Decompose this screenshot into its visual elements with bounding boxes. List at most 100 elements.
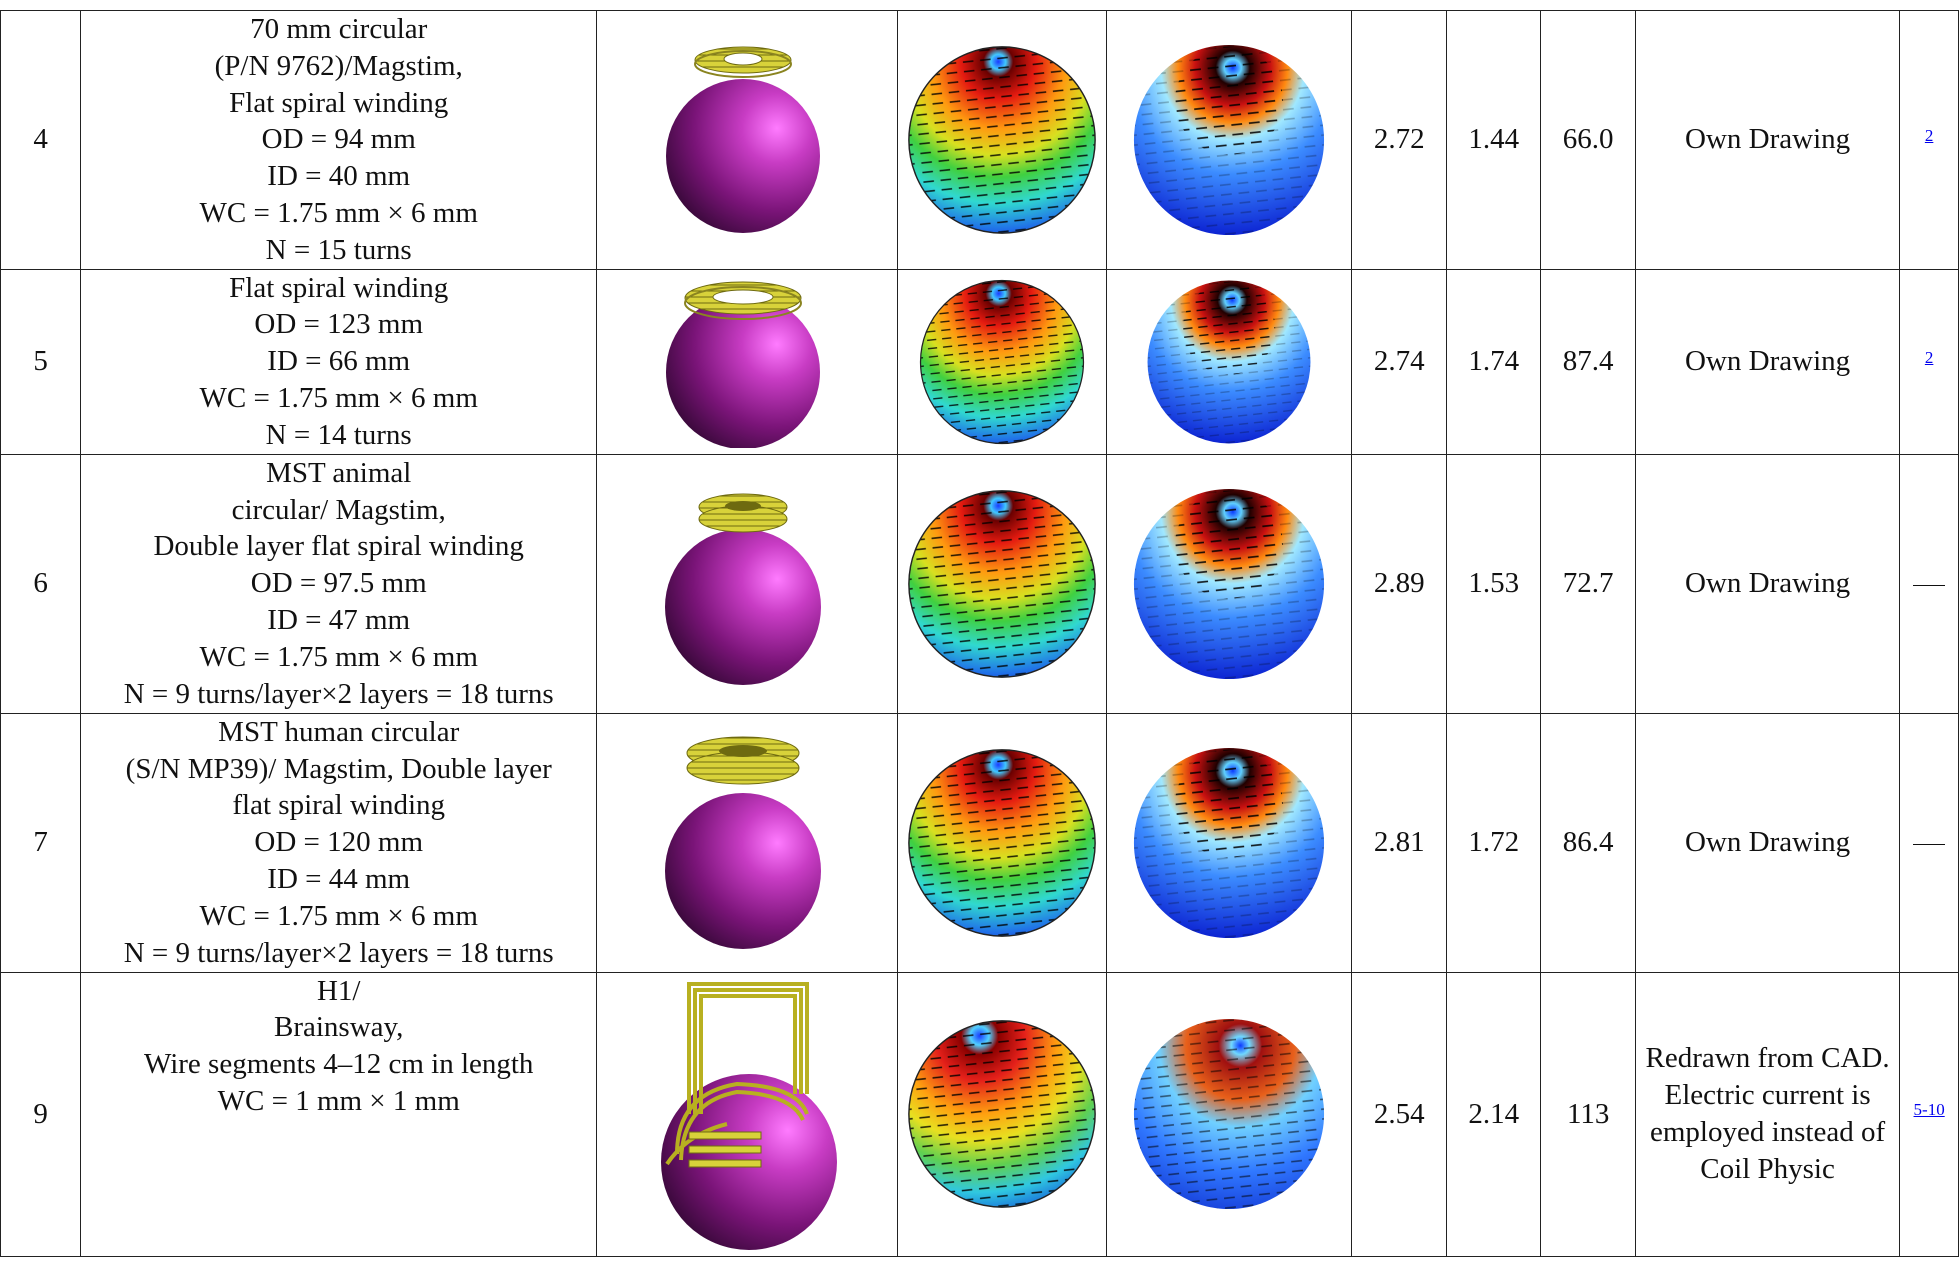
description-line: WC = 1.75 mm × 6 mm <box>199 381 478 414</box>
value-cell: 2.54 <box>1351 971 1447 1257</box>
electric-field-image <box>897 268 1108 455</box>
electric-field-image <box>897 712 1108 973</box>
coil-geometry-image <box>596 268 899 455</box>
table-row: 6 MST animal circular/ Magstim, Double l… <box>0 453 1959 714</box>
efield-rainbow-sphere <box>906 1018 1098 1210</box>
source-text: Own Drawing <box>1685 826 1851 859</box>
reference-link[interactable]: 2 <box>1924 347 1934 367</box>
value-cell: 1.74 <box>1445 268 1542 455</box>
coil-number: 9 <box>0 971 82 1257</box>
description-line: ID = 66 mm <box>267 345 411 378</box>
description-line: OD = 120 mm <box>254 826 424 859</box>
electric-field-image <box>897 971 1108 1257</box>
coil-description: MST animal circular/ Magstim, Double lay… <box>80 453 598 714</box>
value-cell: 86.4 <box>1540 712 1636 973</box>
source-cell: Own Drawing <box>1634 268 1901 455</box>
source-text: Redrawn from CAD. Electric current is em… <box>1645 1042 1890 1185</box>
source-cell: Own Drawing <box>1634 10 1901 270</box>
table-row: 4 70 mm circular (P/N 9762)/Magstim, Fla… <box>0 10 1959 270</box>
coil-on-sphere-figure <box>661 982 838 1251</box>
value-cell: 66.0 <box>1540 10 1636 270</box>
value-cell: 1.72 <box>1445 712 1542 973</box>
value-cell: 2.72 <box>1351 10 1447 270</box>
description-line: N = 9 turns/layer×2 layers = 18 turns <box>123 677 554 710</box>
coil-geometry-image <box>596 453 899 714</box>
coil-geometry-image <box>596 712 899 973</box>
description-line: WC = 1.75 mm × 6 mm <box>199 899 478 932</box>
value-cell: 1.53 <box>1445 453 1542 714</box>
description-line: ID = 47 mm <box>267 603 411 636</box>
description-line: flat spiral winding <box>232 789 446 822</box>
value-cell: 87.4 <box>1540 268 1636 455</box>
description-line: WC = 1.75 mm × 6 mm <box>199 640 478 673</box>
value-cell: 2.81 <box>1351 712 1447 973</box>
electric-field-image <box>897 453 1108 714</box>
description-line: MST human circular <box>218 715 460 748</box>
reference-link[interactable]: 2 <box>1924 126 1934 146</box>
coil-geometry-image <box>596 10 899 270</box>
efield-hot-sphere <box>1131 42 1327 238</box>
description-line: ID = 44 mm <box>267 862 411 895</box>
source-cell: Own Drawing <box>1634 712 1901 973</box>
value-cell: 72.7 <box>1540 453 1636 714</box>
table-row: 9 H1/ Brainsway, Wire segments 4–12 cm i… <box>0 971 1959 1257</box>
efield-rainbow-sphere <box>906 488 1098 680</box>
value-cell: 2.14 <box>1445 971 1542 1257</box>
reference-link[interactable]: 5-10 <box>1913 1100 1945 1120</box>
description-line: MST animal <box>266 456 412 489</box>
coil-description: MST human circular (S/N MP39)/ Magstim, … <box>80 712 598 973</box>
coil-number: 5 <box>0 268 82 455</box>
reference-cell: 2 <box>1899 268 1959 455</box>
efield-hot-sphere <box>1131 278 1327 446</box>
source-cell: Redrawn from CAD. Electric current is em… <box>1634 971 1901 1257</box>
description-line: OD = 123 mm <box>254 308 424 341</box>
electric-field-image <box>1106 712 1353 973</box>
efield-hot-sphere <box>1131 486 1327 682</box>
description-line: (P/N 9762)/Magstim, <box>214 49 463 82</box>
coil-description: 70 mm circular (P/N 9762)/Magstim, Flat … <box>80 10 598 270</box>
electric-field-image <box>1106 971 1353 1257</box>
reference-cell <box>1899 453 1959 714</box>
description-line: Brainsway, <box>274 1011 404 1044</box>
description-line: N = 14 turns <box>265 418 412 451</box>
description-line: WC = 1.75 mm × 6 mm <box>199 196 478 229</box>
description-line: WC = 1 mm × 1 mm <box>217 1084 460 1117</box>
description-line: ID = 40 mm <box>267 160 411 193</box>
coil-table: 4 70 mm circular (P/N 9762)/Magstim, Fla… <box>0 10 1959 1257</box>
electric-field-image <box>1106 10 1353 270</box>
efield-hot-sphere <box>1131 1016 1327 1212</box>
value-cell: 113 <box>1540 971 1636 1257</box>
electric-field-image <box>897 10 1108 270</box>
no-reference-dash <box>1913 843 1946 846</box>
source-text: Own Drawing <box>1685 345 1851 378</box>
value-cell: 1.44 <box>1445 10 1542 270</box>
description-line: 70 mm circular <box>250 13 428 45</box>
table-row: 7 MST human circular (S/N MP39)/ Magstim… <box>0 712 1959 973</box>
efield-rainbow-sphere <box>906 278 1098 446</box>
coil-on-sphere-figure <box>665 493 822 685</box>
reference-cell: 2 <box>1899 10 1959 270</box>
coil-number: 7 <box>0 712 82 973</box>
coil-on-sphere-figure <box>666 46 821 233</box>
description-line: circular/ Magstim, <box>231 493 446 526</box>
coil-number: 6 <box>0 453 82 714</box>
coil-number: 4 <box>0 10 82 270</box>
efield-rainbow-sphere <box>906 747 1098 939</box>
electric-field-image <box>1106 268 1353 455</box>
source-cell: Own Drawing <box>1634 453 1901 714</box>
coil-description: H1/ Brainsway, Wire segments 4–12 cm in … <box>80 971 598 1257</box>
source-text: Own Drawing <box>1685 567 1851 600</box>
electric-field-image <box>1106 453 1353 714</box>
description-line: Flat spiral winding <box>229 86 449 119</box>
efield-hot-sphere <box>1131 745 1327 941</box>
table-row: 5 Flat spiral winding OD = 123 mm ID = 6… <box>0 268 1959 455</box>
description-line: OD = 94 mm <box>261 123 416 156</box>
coil-description: Flat spiral winding OD = 123 mm ID = 66 … <box>80 268 598 455</box>
description-line: Flat spiral winding <box>229 271 449 304</box>
description-line: OD = 97.5 mm <box>250 567 427 600</box>
description-line: Wire segments 4–12 cm in length <box>143 1048 534 1081</box>
efield-rainbow-sphere <box>906 44 1098 236</box>
reference-cell: 5-10 <box>1899 971 1959 1257</box>
reference-cell <box>1899 712 1959 973</box>
value-cell: 2.74 <box>1351 268 1447 455</box>
